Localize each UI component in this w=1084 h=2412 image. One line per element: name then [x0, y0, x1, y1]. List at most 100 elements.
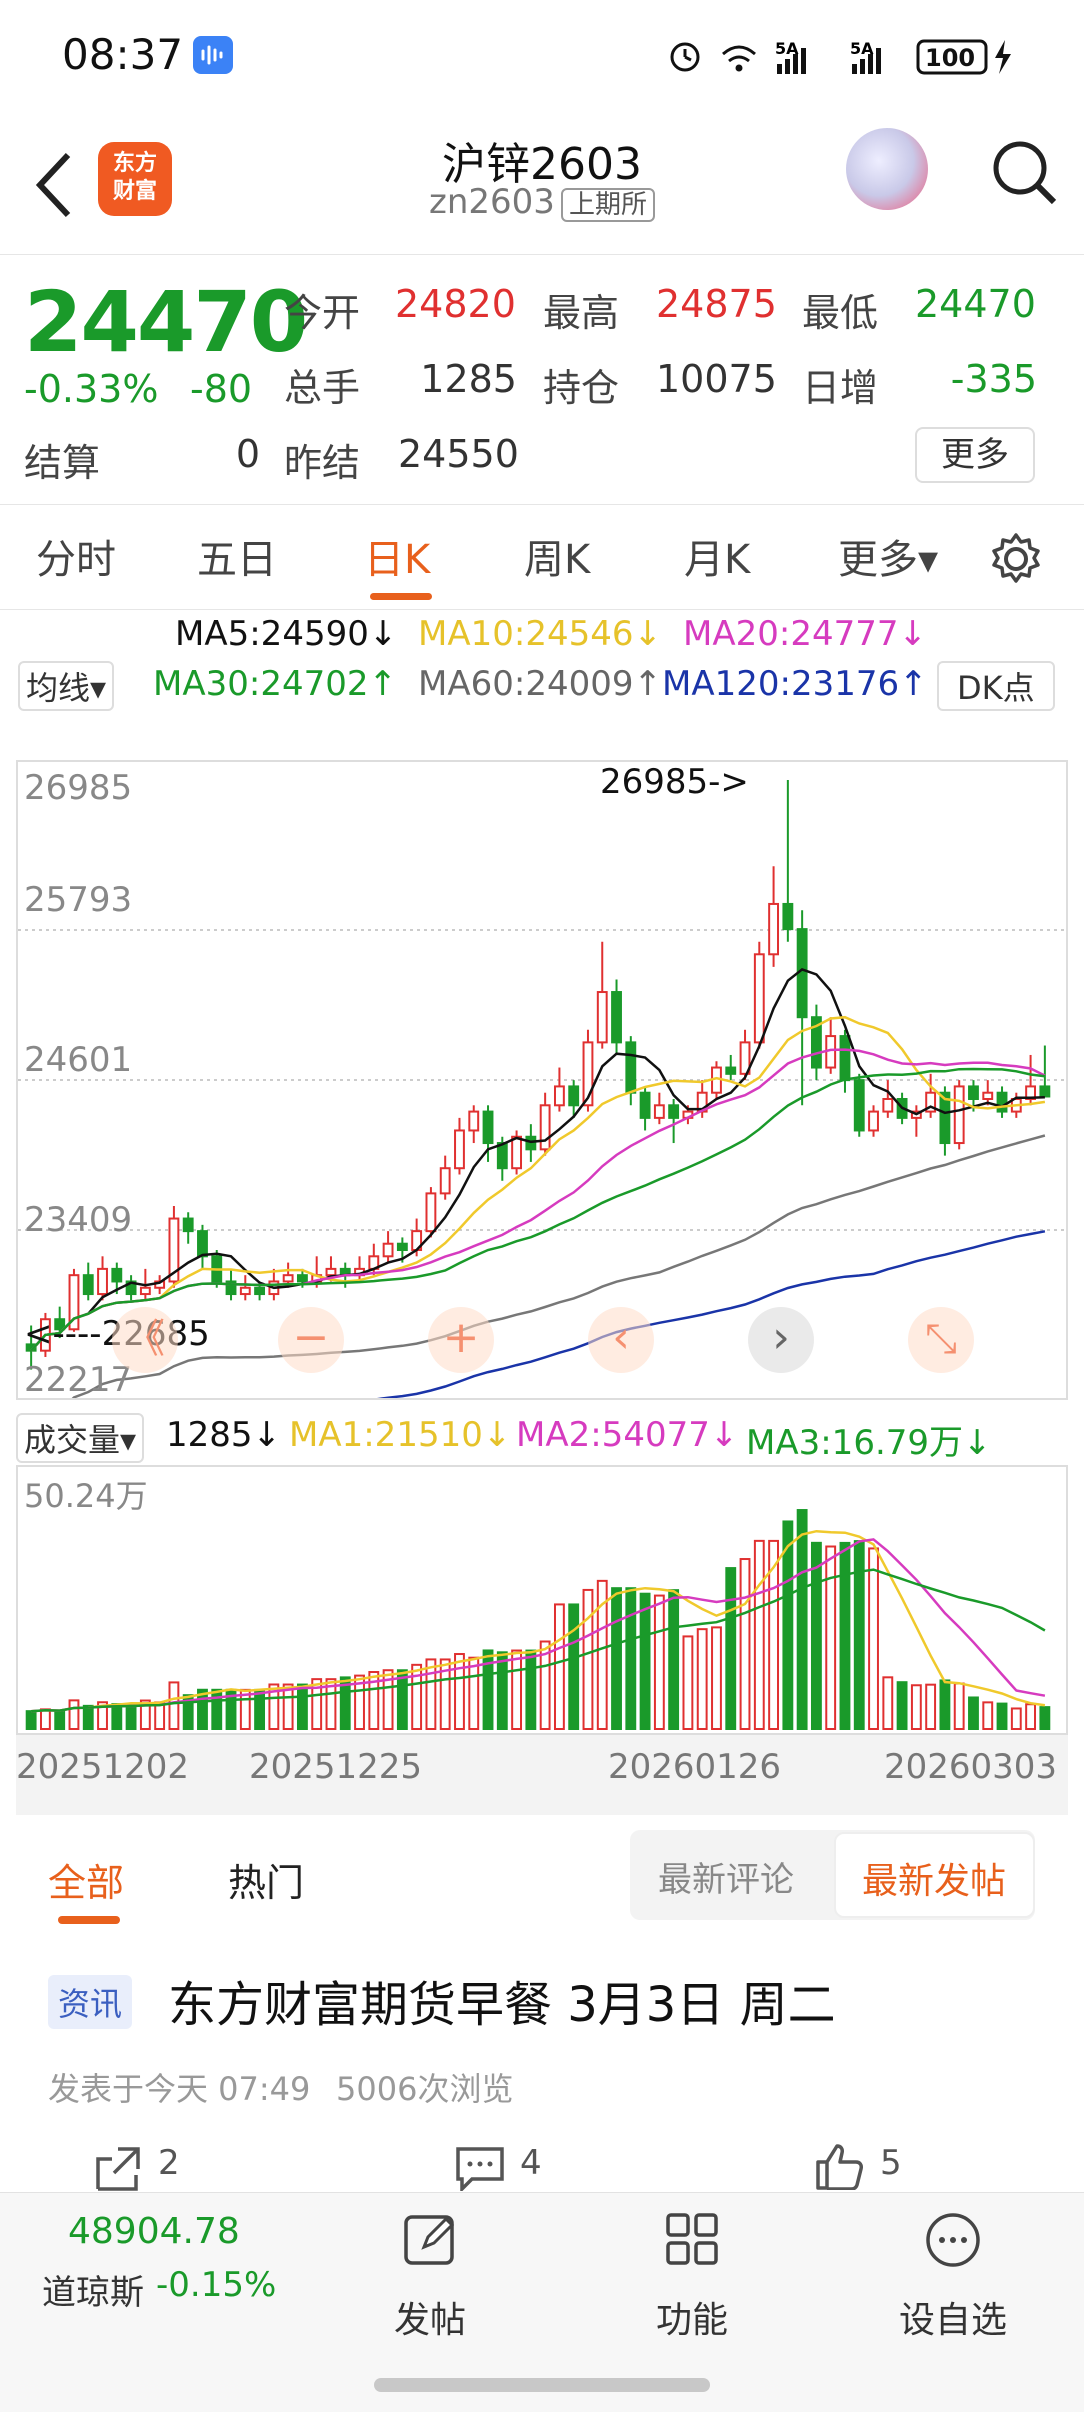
date-axis: 20251202 20251225 20260126 20260303: [16, 1735, 1068, 1815]
volume-bar: [1010, 1707, 1022, 1730]
candle-body: [996, 1091, 1008, 1113]
scroll-left-button[interactable]: ‹: [588, 1307, 654, 1373]
volume-bar: [639, 1592, 651, 1730]
index-name[interactable]: 道琼斯: [42, 2273, 144, 2313]
ma-dropdown[interactable]: 均线▾: [18, 661, 115, 711]
tab-hot[interactable]: 热门: [228, 1861, 305, 1905]
tab-more[interactable]: 更多▾: [838, 537, 939, 583]
settle-value: 0: [235, 432, 260, 476]
volume-bar: [354, 1674, 365, 1730]
volume-bar: [953, 1682, 965, 1730]
ma30-value: MA30:24702↑: [153, 664, 397, 704]
volume-bar: [668, 1589, 680, 1730]
candle-body: [239, 1286, 251, 1296]
volume-bar: [525, 1649, 537, 1731]
vol-ma3: MA3:16.79万↓: [746, 1423, 992, 1463]
candle-body: [511, 1135, 523, 1170]
candle-body: [197, 1230, 208, 1258]
function-grid-icon[interactable]: [664, 2211, 720, 2267]
settings-gear-icon[interactable]: [988, 531, 1044, 587]
tab-monthly-k[interactable]: 月K: [684, 537, 751, 583]
nav-add-watchlist[interactable]: 设自选: [898, 2300, 1007, 2341]
candle-body: [182, 1217, 194, 1233]
tab-intraday[interactable]: 分时: [36, 537, 116, 583]
tab-all[interactable]: 全部: [48, 1861, 125, 1905]
tab-daily-k[interactable]: 日K: [364, 537, 431, 583]
candle-body: [925, 1091, 937, 1113]
candle-body: [853, 1079, 865, 1132]
eastmoney-logo[interactable]: 东方 财富: [98, 142, 172, 216]
scroll-left-fast-button[interactable]: 《: [112, 1307, 178, 1373]
daily-inc-label: 日增: [802, 366, 879, 410]
volume-bar: [268, 1683, 280, 1730]
search-icon[interactable]: [990, 138, 1060, 208]
volume-chart[interactable]: 50.24万: [16, 1465, 1068, 1735]
volume-bar: [1025, 1703, 1037, 1731]
volume-bar: [725, 1567, 737, 1730]
change-value: -80: [190, 367, 253, 411]
indicator-dropdown[interactable]: 成交量▾: [16, 1413, 145, 1463]
ma10-value: MA10:24546↓: [418, 614, 662, 654]
candle-body: [810, 1016, 822, 1069]
post-edit-icon[interactable]: [402, 2211, 458, 2267]
volume-bar: [254, 1688, 266, 1730]
index-value[interactable]: 48904.78: [68, 2211, 240, 2252]
candle-body: [968, 1085, 979, 1101]
more-quote-button[interactable]: 更多: [915, 427, 1035, 483]
y-tick-label: 23409: [24, 1200, 133, 1240]
candle-body: [568, 1085, 580, 1107]
volume-bar: [625, 1587, 637, 1730]
candlestick-svg: [18, 780, 1066, 1398]
candle-body: [939, 1091, 951, 1145]
volume-bar: [454, 1653, 465, 1730]
post-title[interactable]: 东方财富期货早餐 3月3日 周二: [168, 1977, 836, 2033]
index-change[interactable]: -0.15%: [156, 2265, 277, 2305]
status-time: 08:37: [62, 30, 184, 79]
candle-body: [482, 1110, 494, 1145]
volume-bar: [468, 1656, 480, 1731]
volume-bar: [311, 1678, 323, 1731]
volume-bar: [853, 1540, 865, 1731]
tab-five-day[interactable]: 五日: [197, 537, 277, 583]
assistant-avatar-icon[interactable]: [846, 128, 928, 210]
like-count: 5: [880, 2143, 902, 2183]
back-icon[interactable]: [30, 150, 80, 220]
ma60-value: MA60:24009↑: [418, 664, 662, 704]
candle-body: [582, 1041, 594, 1107]
volume-bar: [653, 1594, 665, 1730]
fullscreen-button[interactable]: ⤡: [908, 1307, 974, 1373]
share-icon[interactable]: [94, 2145, 144, 2191]
candle-body: [82, 1274, 94, 1296]
zoom-out-button[interactable]: −: [278, 1307, 344, 1373]
community-tab-indicator: [58, 1916, 120, 1924]
nav-post[interactable]: 发帖: [393, 2300, 466, 2341]
status-bar: 08:37 5A 5A 100: [0, 0, 1084, 110]
ma120-line: [376, 1230, 1046, 1398]
status-icons: 5A 5A 100: [670, 39, 1011, 75]
comment-icon[interactable]: [454, 2145, 506, 2191]
zoom-in-button[interactable]: +: [428, 1307, 494, 1373]
volume-current: 1285↓: [166, 1415, 282, 1455]
home-indicator: [374, 2378, 710, 2392]
high-label: 最高: [543, 291, 620, 335]
candlestick-chart[interactable]: 26985 25793 24601 23409 22217 26985-> <-…: [16, 760, 1068, 1400]
sort-latest-comment[interactable]: 最新评论: [658, 1860, 794, 1900]
candle-body: [111, 1267, 123, 1283]
candle-body: [396, 1242, 408, 1252]
sort-latest-post[interactable]: 最新发帖: [862, 1861, 1007, 1902]
open-label: 今开: [284, 291, 361, 335]
dk-point-button[interactable]: DK点: [937, 661, 1055, 711]
post-views: 5006次浏览: [336, 2070, 514, 2108]
nav-function[interactable]: 功能: [655, 2300, 728, 2341]
svg-text:100: 100: [925, 44, 975, 72]
scroll-right-button[interactable]: ›: [748, 1307, 814, 1373]
tab-weekly-k[interactable]: 周K: [524, 537, 591, 583]
ma5-value: MA5:24590↓: [175, 614, 398, 654]
watchlist-icon[interactable]: [924, 2211, 982, 2269]
like-icon[interactable]: [814, 2142, 866, 2190]
y-tick-label: 24601: [24, 1040, 133, 1080]
sort-active-bg: [834, 1832, 1035, 1918]
volume-bar: [339, 1676, 351, 1731]
volume-bar: [925, 1683, 937, 1731]
candle-body: [97, 1267, 108, 1296]
